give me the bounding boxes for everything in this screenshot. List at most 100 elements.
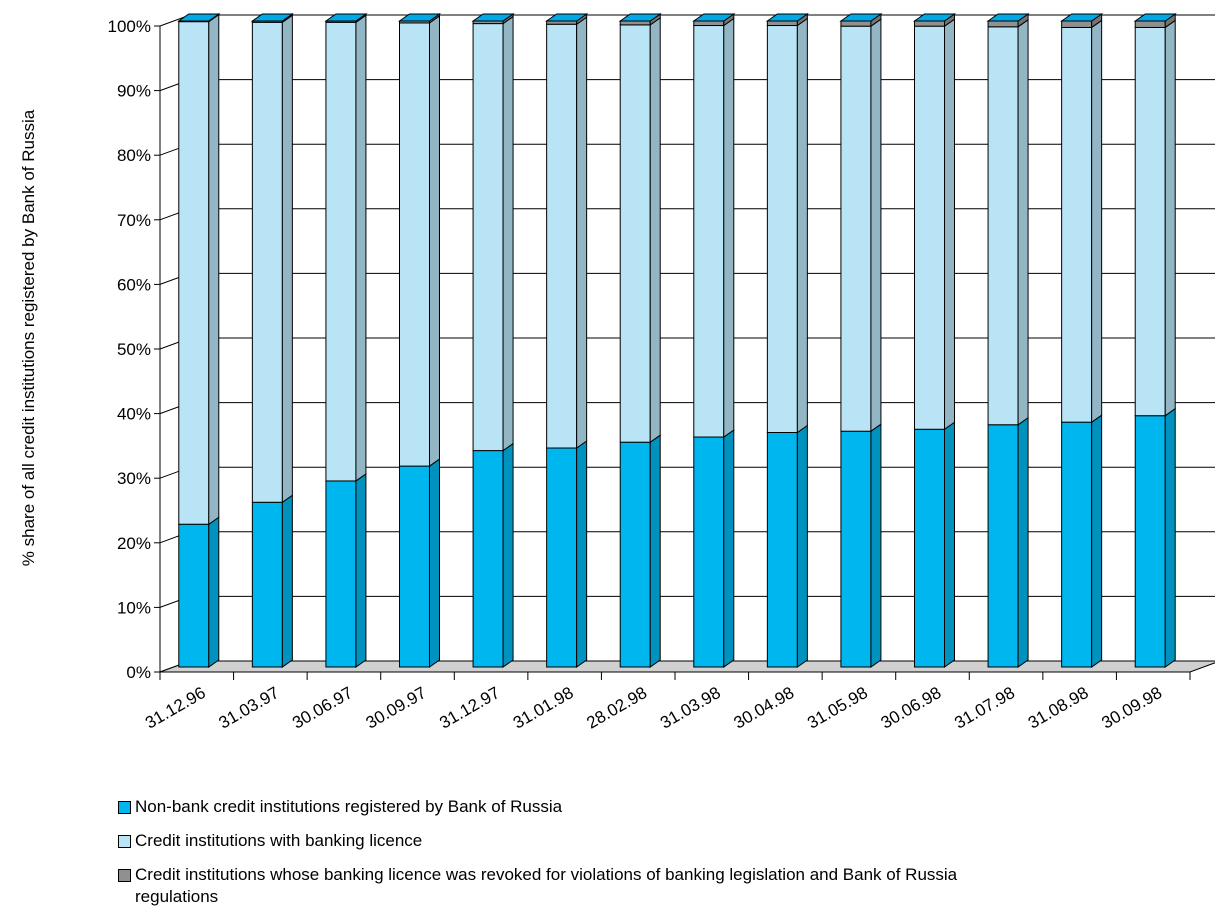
x-tick-label: 31.08.98 bbox=[1025, 683, 1092, 733]
bar-top bbox=[324, 13, 368, 22]
bar-segment-front bbox=[766, 432, 798, 668]
bar-segment-front bbox=[693, 20, 725, 27]
bar-segment-front bbox=[1061, 20, 1093, 28]
bar-segment-side bbox=[502, 442, 514, 668]
bar-top bbox=[986, 13, 1030, 22]
y-tick-label: 40% bbox=[117, 405, 151, 424]
bar-top bbox=[618, 13, 662, 22]
bar-segment-side bbox=[281, 494, 293, 668]
bar-segment-side bbox=[1017, 18, 1029, 426]
bar-segment-front bbox=[987, 26, 1019, 426]
bar-segment-front bbox=[472, 23, 504, 452]
bar-segment-side bbox=[208, 516, 220, 668]
bar-top bbox=[692, 13, 736, 22]
bar-segment-front bbox=[619, 441, 651, 668]
y-tick-label: 20% bbox=[117, 534, 151, 553]
gridline bbox=[159, 402, 1215, 415]
legend-item: Credit institutions whose banking licenc… bbox=[118, 864, 1035, 908]
bar-segment-side bbox=[870, 18, 882, 433]
bar-segment-side bbox=[944, 421, 955, 668]
bar-segment-front bbox=[987, 20, 1019, 28]
bar-segment-front bbox=[1134, 20, 1166, 28]
bar-segment-side bbox=[796, 424, 808, 668]
bar-segment-front bbox=[619, 24, 651, 443]
stacked-bar-chart: 0% 10% 20% 30% 40% 50% 60% 70% 80% 90% 100% 31.12.9… bbox=[108, 13, 1215, 733]
legend-item: Non-bank credit institutions registered … bbox=[118, 796, 1035, 818]
y-tick-label: 90% bbox=[117, 82, 151, 101]
bar-segment-front bbox=[693, 25, 725, 438]
legend-label: Credit institutions whose banking licenc… bbox=[135, 865, 958, 906]
bar-top bbox=[545, 13, 589, 22]
chart-floor bbox=[159, 660, 1215, 673]
x-tick-label: 31.03.97 bbox=[216, 683, 283, 733]
y-tick-label: 80% bbox=[117, 146, 151, 165]
y-tick-label: 0% bbox=[126, 663, 151, 682]
bar-segment-front bbox=[472, 450, 504, 668]
bar-segment-front bbox=[619, 20, 651, 26]
bar-top bbox=[1133, 13, 1177, 22]
bar-segment-side bbox=[208, 13, 220, 526]
gridline bbox=[159, 79, 1215, 92]
x-tick-label: 31.03.98 bbox=[657, 683, 724, 733]
bar-segment-side bbox=[1164, 407, 1176, 668]
bar-segment-side bbox=[576, 440, 588, 668]
legend-label: Credit institutions with banking licence bbox=[135, 831, 423, 850]
legend-swatch bbox=[118, 869, 131, 882]
bar-segment-front bbox=[325, 480, 357, 668]
bar-segment-front bbox=[251, 501, 283, 668]
bar-segment-front bbox=[840, 20, 872, 27]
bar-segment-front bbox=[914, 428, 945, 668]
bar-top bbox=[912, 13, 957, 22]
bar-top bbox=[839, 13, 883, 22]
bar-segment-front bbox=[1061, 26, 1093, 423]
y-tick-label: 50% bbox=[117, 340, 151, 359]
gridline bbox=[159, 337, 1215, 350]
bar-top bbox=[1060, 13, 1104, 22]
legend-label: Non-bank credit institutions registered … bbox=[135, 797, 563, 816]
bar-segment-side bbox=[796, 17, 808, 434]
bar-segment-side bbox=[429, 458, 440, 668]
bar-segment-front bbox=[766, 25, 798, 434]
bar-top bbox=[471, 13, 515, 22]
bar-segment-side bbox=[1091, 414, 1103, 668]
bar-segment-side bbox=[502, 15, 514, 452]
gridline bbox=[159, 531, 1215, 544]
legend-swatch bbox=[118, 835, 131, 848]
x-tick-label: 31.12.96 bbox=[142, 683, 209, 733]
bar-top bbox=[177, 13, 221, 22]
x-tick-label: 31.05.98 bbox=[804, 683, 871, 733]
bar-segment-front bbox=[546, 447, 578, 668]
gridline bbox=[159, 595, 1215, 608]
x-tick-label: 31.12.97 bbox=[436, 683, 503, 733]
bar-segment-side bbox=[723, 17, 735, 438]
y-tick-label: 70% bbox=[117, 211, 151, 230]
y-tick-label: 100% bbox=[108, 17, 151, 36]
y-tick-label: 30% bbox=[117, 469, 151, 488]
bar-segment-side bbox=[723, 429, 735, 668]
bar-segment-front bbox=[987, 424, 1019, 668]
bar-segment-side bbox=[576, 16, 588, 449]
y-tick-label: 60% bbox=[117, 275, 151, 294]
bar-segment-front bbox=[914, 20, 945, 27]
bar-segment-front bbox=[766, 20, 798, 27]
bar-segment-side bbox=[1164, 19, 1176, 417]
bar-segment-side bbox=[870, 423, 882, 668]
bar-segment-front bbox=[251, 21, 283, 503]
y-tick-label: 10% bbox=[117, 598, 151, 617]
bar-segment-front bbox=[693, 436, 725, 668]
bar-segment-side bbox=[1091, 19, 1103, 424]
gridline bbox=[159, 466, 1215, 479]
x-tick-label: 30.06.97 bbox=[289, 683, 356, 733]
bar-segment-side bbox=[649, 434, 661, 668]
bar-segment-front bbox=[1061, 421, 1093, 668]
gridline bbox=[159, 143, 1215, 156]
bar-segment-front bbox=[840, 25, 872, 432]
bar-segment-side bbox=[281, 14, 293, 504]
bar-segment-side bbox=[355, 472, 367, 668]
bar-segment-front bbox=[1134, 26, 1166, 417]
bar-segment-side bbox=[429, 14, 440, 468]
x-tick-label: 30.04.98 bbox=[731, 683, 798, 733]
bar-top bbox=[765, 13, 809, 22]
bar-segment-front bbox=[399, 22, 430, 467]
x-tick-label: 31.01.98 bbox=[510, 683, 577, 733]
